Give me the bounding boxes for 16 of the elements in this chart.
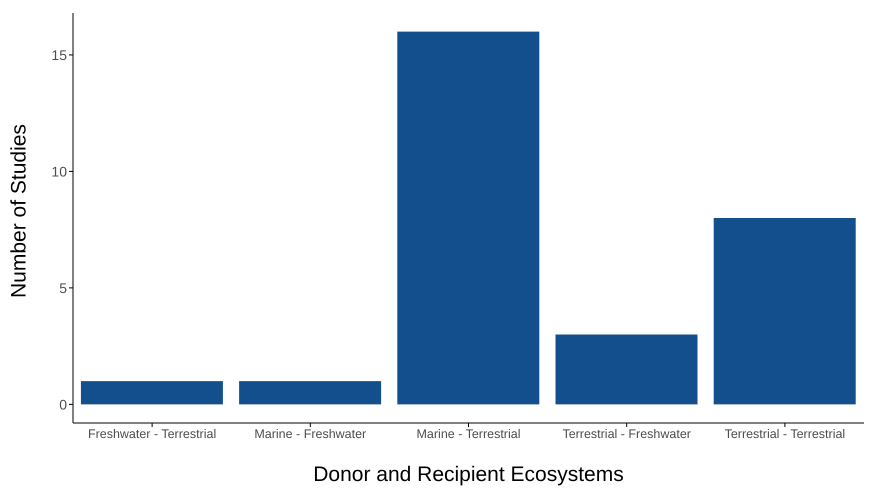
bar — [80, 381, 223, 404]
y-tick-label: 5 — [59, 280, 68, 296]
bar — [397, 32, 540, 404]
y-tick-label: 15 — [51, 46, 68, 63]
y-axis-title: Number of Studies — [7, 124, 30, 298]
y-tick-label: 0 — [59, 396, 68, 412]
bar — [239, 381, 382, 404]
x-tick-label: Marine - Freshwater — [254, 426, 366, 441]
x-tick-label: Marine - Terrestrial — [416, 426, 520, 441]
bar — [714, 218, 856, 404]
x-tick-label: Freshwater - Terrestrial — [88, 426, 216, 441]
x-tick-label: Terrestrial - Terrestrial — [724, 426, 846, 441]
x-axis-title: Donor and Recipient Ecosystems — [313, 463, 624, 486]
x-tick-label: Terrestrial - Freshwater — [562, 426, 691, 441]
bar — [556, 334, 698, 404]
y-tick-label: 10 — [51, 163, 68, 180]
